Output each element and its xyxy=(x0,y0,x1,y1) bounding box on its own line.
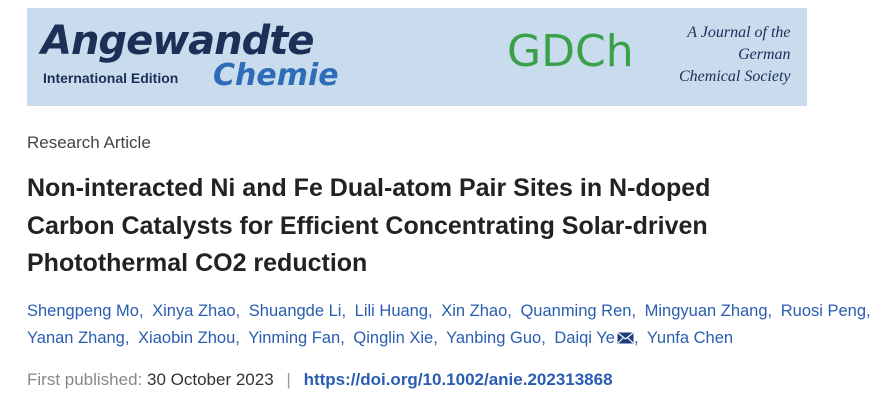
author-name[interactable]: Xiaobin Zhou xyxy=(138,329,236,347)
author: Qinglin Xie, xyxy=(353,329,437,347)
author-separator: , xyxy=(433,329,438,347)
society-logo: GDCh xyxy=(507,26,634,77)
author-name[interactable]: Shengpeng Mo xyxy=(27,302,139,320)
society-line: German xyxy=(738,46,791,63)
published-label: First published: xyxy=(27,370,143,389)
author-separator: , xyxy=(124,329,130,347)
author-name[interactable]: Xinya Zhao xyxy=(152,302,236,320)
author-name[interactable]: Yunfa Chen xyxy=(646,329,734,347)
edition: International Edition xyxy=(43,70,179,86)
author: Xin Zhao, xyxy=(441,302,512,320)
email-icon[interactable] xyxy=(617,332,634,344)
author-name[interactable]: Shuangde Li xyxy=(248,302,342,320)
author-separator: , xyxy=(235,302,241,320)
author-name[interactable]: Yanbing Guo xyxy=(446,329,542,347)
author-separator: , xyxy=(507,302,512,320)
author-separator: , xyxy=(340,329,345,347)
author-name[interactable]: Yanan Zhang xyxy=(27,329,125,347)
society-text: A Journal of the German Chemical Society xyxy=(679,22,791,88)
author: Lili Huang, xyxy=(355,302,433,320)
author: Ruosi Peng, xyxy=(781,302,871,320)
author: Daiqi Ye, xyxy=(554,329,638,347)
author-separator: , xyxy=(138,302,144,320)
author-separator: , xyxy=(341,302,347,320)
article-type: Research Article xyxy=(27,133,151,152)
author: Xiaobin Zhou, xyxy=(138,329,240,347)
author: Yanan Zhang, xyxy=(27,329,129,347)
author-name[interactable]: Daiqi Ye xyxy=(554,329,615,347)
author: Xinya Zhao, xyxy=(152,302,240,320)
author-separator: , xyxy=(235,329,240,347)
author-name[interactable]: Lili Huang xyxy=(354,302,429,320)
divider: | xyxy=(286,370,291,389)
author: Yunfa Chen xyxy=(647,329,733,347)
author-separator: , xyxy=(541,329,546,347)
author-name[interactable]: Xin Zhao xyxy=(441,302,508,320)
author-separator: , xyxy=(631,302,637,320)
title-line: Carbon Catalysts for Efficient Concentra… xyxy=(27,211,708,240)
author: Shuangde Li, xyxy=(249,302,346,320)
author: Quanming Ren, xyxy=(520,302,636,320)
title-line: Photothermal CO2 reduction xyxy=(27,249,368,277)
author-name[interactable]: Mingyuan Zhang xyxy=(644,302,768,320)
author-name[interactable]: Quanming Ren xyxy=(520,302,632,320)
journal-banner: Angewandte International Edition Chemie … xyxy=(27,8,807,106)
article-title: Non-interacted Ni and Fe Dual-atom Pair … xyxy=(27,170,710,283)
author-separator: , xyxy=(633,329,639,347)
doi-link[interactable]: https://doi.org/10.1002/anie.202313868 xyxy=(303,370,613,389)
author-name[interactable]: Ruosi Peng xyxy=(780,302,867,320)
society-line: Chemical Society xyxy=(679,68,791,85)
author-separator: , xyxy=(767,302,773,320)
journal-name: Angewandte xyxy=(41,18,314,64)
society-line: A Journal of the xyxy=(687,24,791,41)
author-list: Shengpeng Mo, Xinya Zhao, Shuangde Li, L… xyxy=(27,298,877,352)
author: Shengpeng Mo, xyxy=(27,302,144,320)
publication-line: First published: 30 October 2023 | https… xyxy=(27,370,613,390)
author-name[interactable]: Yinming Fan xyxy=(248,329,341,347)
author: Mingyuan Zhang, xyxy=(645,302,773,320)
title-line: Non-interacted Ni and Fe Dual-atom Pair … xyxy=(27,174,711,202)
author: Yinming Fan, xyxy=(248,329,345,347)
author-name[interactable]: Qinglin Xie xyxy=(353,329,434,347)
author: Yanbing Guo, xyxy=(446,329,546,347)
published-date: 30 October 2023 xyxy=(147,370,274,389)
author-separator: , xyxy=(866,302,871,320)
author-separator: , xyxy=(428,302,433,320)
journal-subname: Chemie xyxy=(213,58,339,93)
